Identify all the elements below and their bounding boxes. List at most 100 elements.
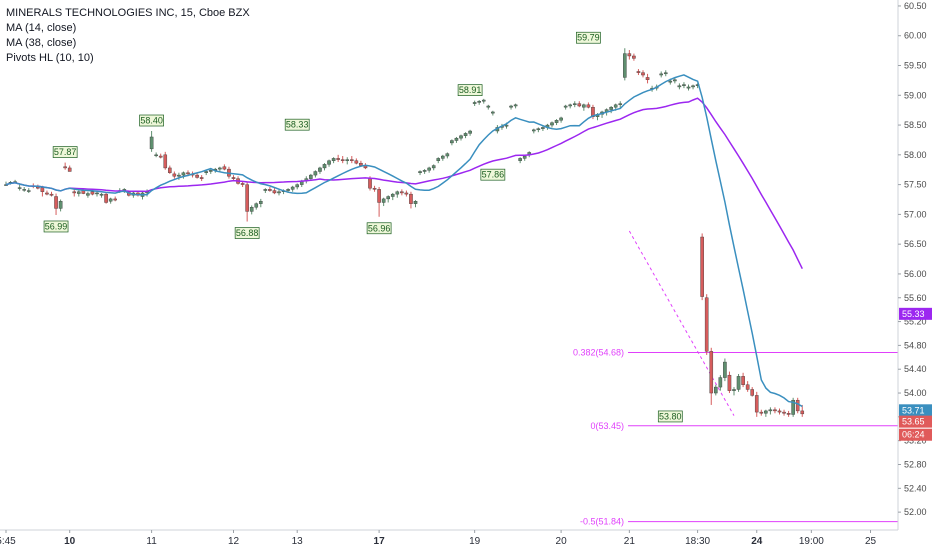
candle-body	[673, 79, 677, 82]
candle-body	[49, 193, 54, 196]
candle-body	[104, 193, 108, 203]
candle-body	[418, 171, 422, 173]
candle-body	[518, 158, 522, 161]
candle-body	[181, 172, 186, 176]
candle-body	[295, 184, 300, 188]
candle-body	[322, 164, 327, 169]
candle-body	[609, 106, 613, 110]
candle-body	[509, 105, 513, 108]
candle-body	[777, 410, 782, 413]
candle-body	[67, 167, 72, 172]
y-tick-label: 54.00	[904, 388, 927, 398]
candle-body	[550, 122, 554, 126]
moving-averages	[5, 74, 803, 408]
candle-body	[504, 124, 509, 127]
candle-body	[158, 155, 163, 158]
x-tick-label: 19	[469, 536, 481, 547]
candle-body	[240, 183, 245, 185]
x-tick-label: 17	[374, 536, 386, 547]
candle-body	[586, 104, 591, 108]
candle-body	[623, 53, 627, 78]
candle-body	[572, 103, 577, 106]
candle-body	[99, 193, 104, 196]
candle-body	[163, 154, 168, 169]
candlesticks	[4, 48, 805, 417]
candle-body	[768, 409, 773, 412]
candle-body	[709, 351, 714, 394]
pivot-label-text: 56.96	[368, 223, 391, 233]
ma38-legend[interactable]: MA (38, close)	[6, 37, 77, 49]
candle-body	[450, 140, 454, 144]
pivot-label-box	[366, 222, 392, 235]
x-tick-label: 25	[865, 536, 877, 547]
candle-body	[472, 102, 477, 104]
candle-body	[26, 190, 31, 192]
candle-body	[345, 159, 350, 161]
ma38-price-tag-bg	[899, 307, 932, 320]
candle-body	[54, 196, 58, 209]
candle-body	[491, 111, 495, 114]
candle-body	[4, 184, 8, 186]
symbol-title[interactable]: MINERALS TECHNOLOGIES INC, 15, Cboe BZX	[6, 7, 250, 19]
candle-body	[700, 236, 704, 297]
candle-body	[682, 84, 686, 86]
candle-body	[559, 117, 563, 121]
candle-body	[759, 411, 764, 414]
price-axis[interactable]: 52.0052.4052.8053.2053.6054.0054.4054.80…	[897, 0, 927, 530]
countdown-tag-text: 06:24	[902, 430, 925, 440]
candle-body	[90, 191, 95, 195]
candle-body	[773, 409, 777, 412]
y-tick-label: 54.40	[904, 364, 927, 374]
candle-body	[459, 135, 463, 139]
candle-body	[204, 171, 209, 173]
candle-body	[63, 166, 67, 169]
y-tick-label: 56.50	[904, 239, 927, 249]
candle-body	[277, 191, 281, 194]
pivot-label-box	[234, 227, 260, 239]
pivot-label-text: 58.33	[286, 120, 309, 130]
y-tick-label: 56.00	[904, 269, 927, 279]
pivot-label-box	[576, 31, 601, 44]
y-tick-label: 52.80	[904, 459, 927, 469]
candle-body	[318, 167, 322, 172]
x-tick-label: 18:30	[685, 536, 710, 547]
y-tick-label: 55.20	[904, 317, 927, 327]
candle-body	[741, 376, 745, 385]
candle-body	[463, 133, 468, 136]
pivot-labels: 57.87 56.99 58.40 56.88 58.33 56.96 58.91 57.86…	[43, 31, 683, 423]
pivot-label-box	[52, 146, 78, 158]
candle-body	[108, 198, 113, 202]
candle-body	[645, 77, 650, 80]
x-tick-label: 19:00	[799, 536, 824, 547]
candle-body	[45, 192, 49, 195]
candle-body	[17, 187, 22, 189]
pivot-label-box	[139, 114, 164, 127]
pivot-label-box	[657, 410, 683, 423]
pivot-label-box	[284, 118, 310, 131]
candle-body	[454, 137, 459, 141]
candle-body	[22, 189, 27, 191]
candle-body	[618, 103, 623, 106]
candle-body	[72, 191, 77, 194]
time-axis[interactable]: 5:45 10 11 12 13 17 19 20 21 18:30 24 19:00 25	[0, 529, 898, 547]
pivot-label-text: 57.86	[482, 170, 505, 180]
candle-body	[86, 193, 90, 196]
price-tags: 55.33 53.71 53.65 06:24	[899, 307, 932, 441]
candle-body	[441, 155, 445, 159]
candle-body	[668, 80, 673, 83]
ma14-legend[interactable]: MA (14, close)	[6, 22, 77, 34]
candle-body	[245, 184, 249, 212]
candle-body	[222, 166, 227, 170]
candle-body	[331, 158, 336, 161]
ma38-line	[5, 97, 803, 270]
fib-level-label: 0(53.45)	[590, 421, 624, 431]
countdown-tag-bg	[899, 428, 932, 441]
candle-body	[714, 386, 718, 394]
candle-body	[395, 191, 400, 195]
x-tick-label: 24	[751, 536, 763, 547]
candle-body	[691, 85, 695, 88]
candle-body	[368, 178, 372, 189]
ma14-price-tag-bg	[899, 404, 932, 417]
pivots-legend[interactable]: Pivots HL (10, 10)	[6, 52, 94, 64]
